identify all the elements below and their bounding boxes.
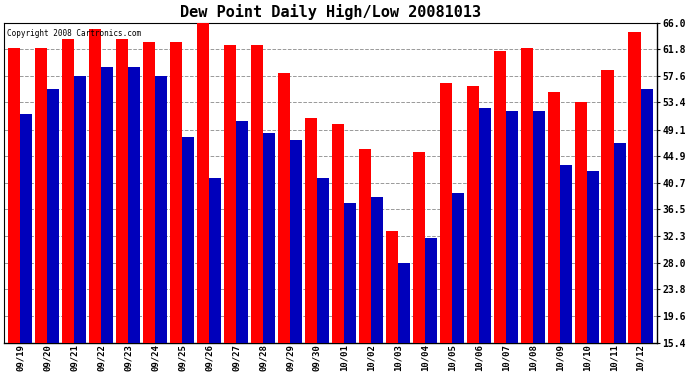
Bar	[101, 67, 113, 343]
Bar	[305, 117, 317, 343]
Bar	[479, 108, 491, 343]
Bar	[35, 48, 48, 343]
Bar	[575, 102, 586, 343]
Bar	[317, 178, 329, 343]
Bar	[640, 89, 653, 343]
Bar	[182, 136, 195, 343]
Bar	[425, 238, 437, 343]
Bar	[332, 124, 344, 343]
Bar	[386, 231, 398, 343]
Bar	[371, 196, 383, 343]
Bar	[613, 143, 626, 343]
Bar	[20, 114, 32, 343]
Bar	[586, 171, 599, 343]
Text: Copyright 2008 Cartronics.com: Copyright 2008 Cartronics.com	[8, 29, 141, 38]
Bar	[116, 39, 128, 343]
Bar	[263, 134, 275, 343]
Bar	[62, 39, 75, 343]
Bar	[209, 178, 221, 343]
Bar	[398, 263, 410, 343]
Bar	[236, 121, 248, 343]
Bar	[8, 48, 20, 343]
Bar	[170, 42, 182, 343]
Bar	[197, 20, 209, 343]
Bar	[155, 76, 167, 343]
Bar	[493, 51, 506, 343]
Bar	[89, 29, 101, 343]
Bar	[143, 42, 155, 343]
Bar	[359, 149, 371, 343]
Title: Dew Point Daily High/Low 20081013: Dew Point Daily High/Low 20081013	[180, 4, 481, 20]
Bar	[75, 76, 86, 343]
Bar	[452, 194, 464, 343]
Bar	[533, 111, 545, 343]
Bar	[466, 86, 479, 343]
Bar	[602, 70, 613, 343]
Bar	[629, 32, 640, 343]
Bar	[440, 83, 452, 343]
Bar	[506, 111, 518, 343]
Bar	[560, 165, 572, 343]
Bar	[548, 92, 560, 343]
Bar	[278, 73, 290, 343]
Bar	[251, 45, 263, 343]
Bar	[413, 152, 425, 343]
Bar	[128, 67, 140, 343]
Bar	[520, 48, 533, 343]
Bar	[290, 140, 302, 343]
Bar	[224, 45, 236, 343]
Bar	[344, 203, 356, 343]
Bar	[48, 89, 59, 343]
